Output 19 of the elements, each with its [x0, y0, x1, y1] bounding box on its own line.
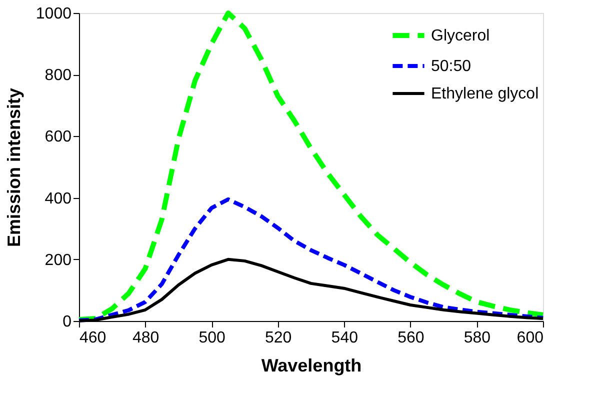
x-tick-label: 520	[265, 330, 292, 346]
y-tick-label: 200	[44, 252, 72, 269]
y-tick-label: 800	[44, 67, 72, 84]
x-tick-label: 540	[331, 330, 358, 346]
x-tick-label: 460	[80, 330, 106, 346]
legend-label: 50:50	[431, 58, 472, 75]
y-tick-label: 600	[44, 128, 72, 146]
x-tick-label: 600	[516, 330, 544, 346]
x-tick-label: 580	[464, 330, 491, 346]
x-tick-label: 480	[132, 330, 160, 346]
y-tick-label: 1000	[36, 6, 72, 22]
x-tick-label: 560	[398, 330, 424, 346]
legend-label: Glycerol	[431, 28, 490, 44]
x-axis-title: Wavelength	[261, 356, 362, 376]
legend-label: Ethylene glycol	[431, 86, 539, 102]
x-tick-label: 500	[198, 330, 226, 346]
y-axis-title: Emission intensity	[4, 88, 24, 248]
y-tick-label: 400	[44, 190, 72, 208]
y-tick-label: 0	[62, 314, 72, 330]
